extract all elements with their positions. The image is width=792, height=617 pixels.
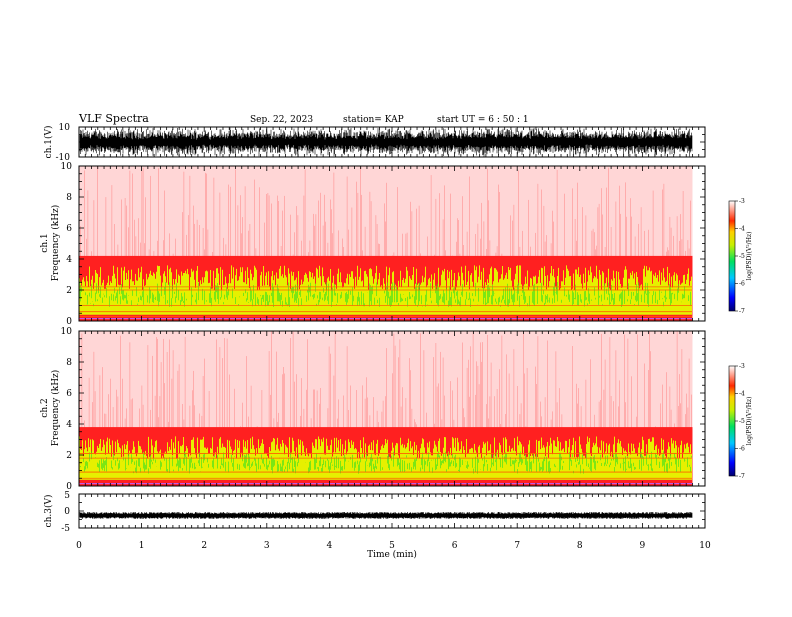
y-tick-label: 4 — [66, 255, 72, 265]
colorbar-tick-label: -6 — [739, 446, 745, 453]
spectrogram-ch1-ylabel: Frequency (kHz) — [50, 205, 61, 282]
waveform-ch1-panel: 10 -10 ch.1(V) — [43, 123, 706, 163]
colorbar-tick-label: -5 — [739, 418, 745, 425]
y-tick-label: 8 — [66, 193, 72, 203]
figure-title: VLF Spectra — [78, 112, 149, 125]
colorbar-tick-label: -7 — [739, 473, 745, 480]
y-tick-label: 0 — [66, 482, 72, 492]
date-label: Sep. 22, 2023 — [250, 115, 313, 125]
spectrogram-ch2-channel-label: ch.2 — [40, 398, 50, 417]
colorbar-tick-label: -4 — [739, 226, 745, 233]
colorbar-ch2-ticks: -3 -4 -5 -6 -7 — [735, 363, 745, 480]
colorbar-ch1-ticks: -3 -4 -5 -6 -7 — [735, 198, 745, 315]
x-tick-label: 4 — [327, 541, 333, 551]
x-tick-label: 0 — [76, 541, 82, 551]
waveform-ch3-line — [79, 512, 693, 519]
x-tick-label: 2 — [201, 541, 207, 551]
x-tick-label: 7 — [514, 541, 520, 551]
spectrogram-ch2-ylabel: Frequency (kHz) — [50, 370, 61, 447]
y-tick-label: 10 — [61, 162, 73, 172]
colorbar-ch1-scale — [728, 200, 736, 312]
spectrogram-ch1-panel: 0 2 4 6 8 10 ch.1 Frequency (kHz) — [40, 162, 706, 327]
x-tick-label: 5 — [389, 541, 395, 551]
spectrogram-ch2-ytick-labels: 0 2 4 6 8 10 — [61, 327, 73, 492]
waveform-ch1-line — [79, 127, 693, 157]
waveform-ch3-ticks — [78, 493, 706, 529]
y-tick-label: 4 — [66, 420, 72, 430]
spectrogram-ch1-ticks — [78, 165, 706, 322]
x-tick-label: 1 — [139, 541, 145, 551]
spectrogram-ch1-channel-label: ch.1 — [40, 233, 50, 252]
waveform-ch3-ytick-mid: 0 — [64, 507, 70, 517]
start-time-label: start UT = 6 : 50 : 1 — [437, 115, 529, 125]
spectrogram-ch1-image — [79, 166, 693, 321]
colorbar-tick-label: -6 — [739, 281, 745, 288]
colorbar-tick-label: -5 — [739, 253, 745, 260]
waveform-ch1-trace — [79, 127, 693, 157]
time-axis-label: Time (min) — [367, 549, 417, 560]
time-axis-tick-labels: 0 1 2 3 4 5 6 7 8 9 10 — [76, 541, 711, 551]
y-tick-label: 6 — [66, 224, 72, 234]
y-tick-label: 10 — [61, 327, 73, 337]
spectrogram-ch1-ytick-labels: 0 2 4 6 8 10 — [61, 162, 73, 327]
spectrogram-ch2-image — [79, 331, 693, 486]
x-tick-label: 8 — [577, 541, 583, 551]
waveform-ch3-trace — [79, 512, 693, 519]
x-tick-label: 9 — [640, 541, 646, 551]
colorbar-tick-label: -7 — [739, 308, 745, 315]
y-tick-label: 6 — [66, 389, 72, 399]
x-tick-label: 10 — [699, 541, 711, 551]
waveform-ch3-ytick-bottom: -5 — [61, 524, 70, 534]
spectrogram-ch2-panel: 0 2 4 6 8 10 ch.2 Frequency (kHz) — [40, 327, 706, 492]
colorbar-tick-label: -3 — [739, 363, 745, 370]
colorbar-ch1: -3 -4 -5 -6 -7 log(PSD)(V²/Hz) — [728, 198, 753, 315]
colorbar-ch1-label: log(PSD)(V²/Hz) — [746, 232, 753, 281]
waveform-ch3-panel: 5 0 -5 ch.3(V) — [43, 491, 706, 534]
y-tick-label: 2 — [66, 286, 72, 296]
x-tick-label: 6 — [452, 541, 458, 551]
waveform-ch3-frame — [78, 493, 706, 529]
y-tick-label: 2 — [66, 451, 72, 461]
y-tick-label: 0 — [66, 317, 72, 327]
spectrogram-ch2-ticks — [78, 330, 706, 487]
waveform-ch1-ytick-bottom: -10 — [56, 153, 71, 163]
colorbar-ch2-scale — [728, 365, 736, 477]
colorbar-tick-label: -4 — [739, 391, 745, 398]
waveform-ch3-ylabel: ch.3(V) — [43, 495, 54, 528]
y-tick-label: 8 — [66, 358, 72, 368]
waveform-ch1-ytick-top: 10 — [59, 123, 71, 133]
colorbar-ch2-label: log(PSD)(V²/Hz) — [746, 397, 753, 446]
waveform-ch3-ytick-top: 5 — [64, 491, 70, 501]
station-label: station= KAP — [343, 115, 404, 125]
colorbar-ch2: -3 -4 -5 -6 -7 log(PSD)(V²/Hz) — [728, 363, 753, 480]
colorbar-tick-label: -3 — [739, 198, 745, 205]
x-tick-label: 3 — [264, 541, 270, 551]
waveform-ch1-ylabel: ch.1(V) — [43, 126, 54, 159]
waveform-ch1-ticks — [78, 126, 706, 158]
